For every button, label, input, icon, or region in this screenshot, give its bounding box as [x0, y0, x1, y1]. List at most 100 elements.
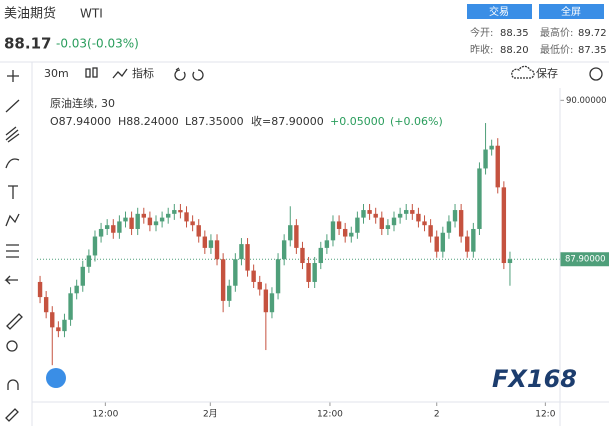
- x-tick-label: 12:00: [92, 410, 118, 420]
- candle-body: [385, 225, 391, 229]
- x-tick-label: 2: [434, 410, 440, 420]
- interval[interactable]: 30m: [44, 67, 69, 80]
- settings-icon[interactable]: [589, 67, 603, 81]
- candle-body: [129, 217, 134, 229]
- text-tool[interactable]: [8, 185, 18, 199]
- legend-low: L87.35000: [185, 115, 244, 128]
- candle-body: [257, 281, 262, 290]
- chart-title: 原油连续, 30: [50, 96, 115, 110]
- stat-label: 今开:: [470, 26, 493, 39]
- candle-body: [471, 228, 476, 252]
- candle-body: [214, 240, 220, 260]
- line-tool[interactable]: [5, 99, 20, 113]
- candle-body: [202, 236, 208, 248]
- candle-body: [184, 212, 189, 222]
- legend-open: O87.94000: [50, 115, 111, 128]
- x-tick-label: 12:0: [535, 410, 555, 420]
- candle-body: [196, 225, 201, 237]
- candle-body: [251, 270, 256, 282]
- stat-label: 昨收:: [470, 43, 493, 56]
- candle-body: [495, 145, 500, 188]
- candle-body: [379, 217, 385, 229]
- candle-body: [86, 255, 92, 267]
- pattern-tool[interactable]: [5, 213, 20, 227]
- fib-tool[interactable]: [5, 126, 20, 143]
- candle-body: [483, 149, 488, 169]
- ruler-tool[interactable]: [6, 313, 23, 330]
- fullscreen-button-label[interactable]: 全屏: [561, 5, 581, 18]
- candle-body: [477, 168, 482, 229]
- candle-body: [404, 210, 409, 214]
- candle-body: [62, 319, 67, 332]
- legend-change: +0.05000: [330, 115, 385, 128]
- trade-button-label[interactable]: 交易: [489, 5, 509, 18]
- indicators[interactable]: 指标: [132, 66, 154, 80]
- candle-body: [428, 225, 433, 237]
- candle-body: [373, 213, 378, 218]
- candle-body: [294, 225, 299, 248]
- candle-body: [336, 221, 342, 229]
- crosshair-tool[interactable]: [7, 70, 19, 82]
- redo-icon[interactable]: [192, 69, 204, 81]
- zoom-tool[interactable]: [6, 340, 18, 352]
- ohlc-legend: O87.94000 H88.24000 L87.35000 收=87.90000…: [50, 114, 443, 128]
- stat-value: 88.35: [500, 28, 529, 39]
- instrument-symbol: WTI: [80, 7, 103, 21]
- legend-change-pct: (+0.06%): [390, 115, 443, 128]
- candle-body: [446, 221, 452, 233]
- cloud-icon[interactable]: [511, 65, 535, 79]
- candle-body: [153, 221, 159, 226]
- y-tick-label: 90.00000: [566, 96, 607, 106]
- last-price-tag: [560, 252, 609, 267]
- x-tick-label: 12:00: [317, 410, 343, 420]
- candle-body: [465, 236, 470, 252]
- candle-body: [50, 312, 55, 328]
- stat-value: 89.72: [578, 28, 607, 39]
- candle-body: [275, 259, 281, 294]
- candle-body: [147, 217, 153, 226]
- candle-body: [56, 327, 61, 332]
- candle-type-icon[interactable]: [85, 67, 98, 78]
- candle-body: [220, 259, 226, 301]
- candle-body: [288, 225, 293, 241]
- candle-body: [507, 259, 513, 264]
- pencil-tool[interactable]: [5, 408, 19, 422]
- candle-body: [172, 210, 177, 214]
- candle-body: [434, 236, 439, 252]
- indicator-icon[interactable]: [112, 68, 128, 79]
- candle-body: [239, 244, 244, 260]
- candle-body: [489, 145, 494, 150]
- candle-body: [269, 293, 275, 313]
- back-tool[interactable]: [4, 275, 18, 285]
- fullscreen-button[interactable]: [539, 4, 604, 19]
- legend-close: 收=87.90000: [251, 114, 324, 128]
- candle-body: [361, 210, 366, 218]
- candle-body: [141, 213, 146, 218]
- candle-body: [440, 232, 446, 252]
- candle-body: [281, 240, 287, 260]
- watermark: FX168: [492, 365, 577, 393]
- x-tick-label: 2月: [203, 409, 218, 420]
- price: 88.17: [4, 35, 51, 53]
- stat-value: 87.35: [578, 45, 607, 56]
- candle-body: [74, 285, 79, 294]
- trade-button[interactable]: [467, 4, 532, 19]
- save[interactable]: 保存: [536, 66, 558, 80]
- measure-tool[interactable]: [6, 244, 19, 258]
- candle-body: [391, 217, 397, 226]
- candle-body: [80, 266, 85, 286]
- candle-body: [318, 247, 323, 264]
- candle-body: [300, 247, 305, 264]
- candle-body: [367, 210, 372, 214]
- magnet-tool[interactable]: [7, 379, 19, 390]
- undo-icon[interactable]: [174, 67, 186, 81]
- candle-body: [92, 236, 98, 256]
- stat-value: 88.20: [500, 45, 529, 56]
- legend-high: H88.24000: [118, 115, 179, 128]
- left-toolbar: [4, 70, 23, 422]
- candle-body: [397, 213, 403, 218]
- candle-body: [166, 213, 171, 218]
- brush-tool[interactable]: [5, 158, 20, 169]
